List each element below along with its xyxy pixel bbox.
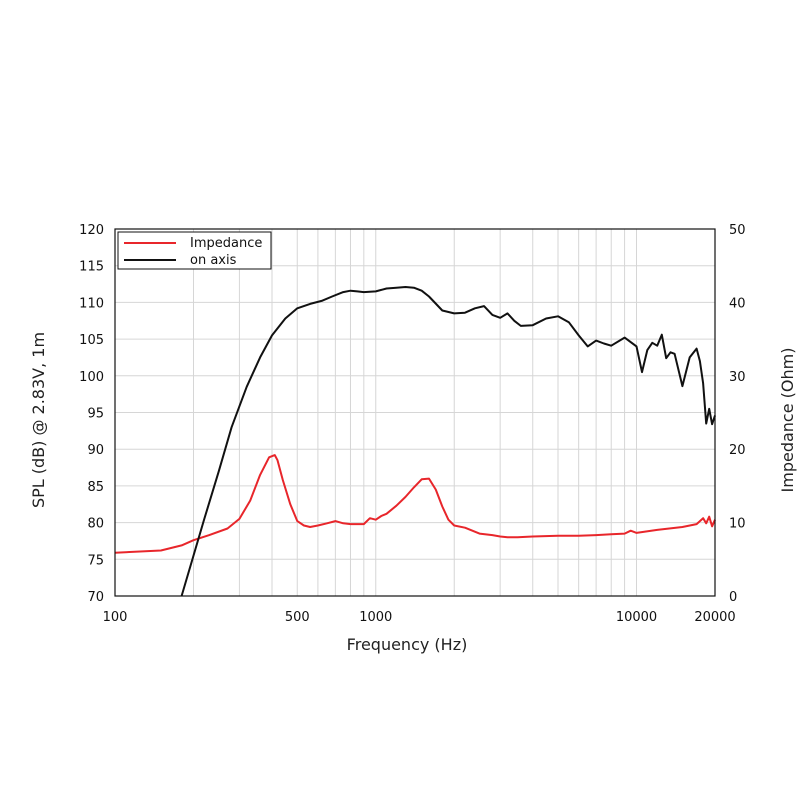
y-tick-label: 85 bbox=[87, 480, 104, 495]
y2-tick-label: 40 bbox=[729, 296, 746, 311]
y2-axis-title: Impedance (Ohm) bbox=[778, 348, 797, 493]
x-tick-label: 10000 bbox=[616, 610, 657, 625]
x-tick-label: 500 bbox=[285, 610, 310, 625]
series-line-impedance bbox=[114, 454, 716, 554]
x-tick-label: 1000 bbox=[359, 610, 392, 625]
plot-lines bbox=[114, 286, 716, 597]
legend-box bbox=[117, 231, 272, 270]
plot-frame bbox=[114, 228, 716, 597]
y-tick-label: 95 bbox=[87, 407, 104, 422]
legend: Impedance on axis bbox=[117, 231, 272, 270]
y-tick-label: 90 bbox=[87, 443, 104, 458]
y-tick-label: 75 bbox=[87, 553, 104, 568]
y-tick-label: 120 bbox=[79, 223, 104, 238]
x-axis-title: Frequency (Hz) bbox=[347, 635, 468, 654]
y-axis-title: SPL (dB) @ 2.83V, 1m bbox=[29, 332, 48, 508]
series-line-on-axis bbox=[180, 286, 716, 597]
y-tick-label: 70 bbox=[87, 590, 104, 605]
y-tick-label: 100 bbox=[79, 370, 104, 385]
x-tick-label: 100 bbox=[103, 610, 128, 625]
y-tick-label: 110 bbox=[79, 296, 104, 311]
y-tick-label: 105 bbox=[79, 333, 104, 348]
legend-label-impedance: Impedance bbox=[190, 236, 262, 251]
x-tick-label: 20000 bbox=[694, 610, 735, 625]
y2-tick-label: 10 bbox=[729, 517, 746, 532]
y2-tick-label: 50 bbox=[729, 223, 746, 238]
y2-tick-label: 0 bbox=[729, 590, 737, 605]
legend-label-on-axis: on axis bbox=[190, 253, 237, 268]
y-tick-label: 80 bbox=[87, 517, 104, 532]
y2-tick-label: 30 bbox=[729, 370, 746, 385]
y2-tick-label: 20 bbox=[729, 443, 746, 458]
tick-labels: 100 500 1000 10000 2000070758085909510010511… bbox=[79, 223, 745, 625]
y-tick-label: 115 bbox=[79, 260, 104, 275]
